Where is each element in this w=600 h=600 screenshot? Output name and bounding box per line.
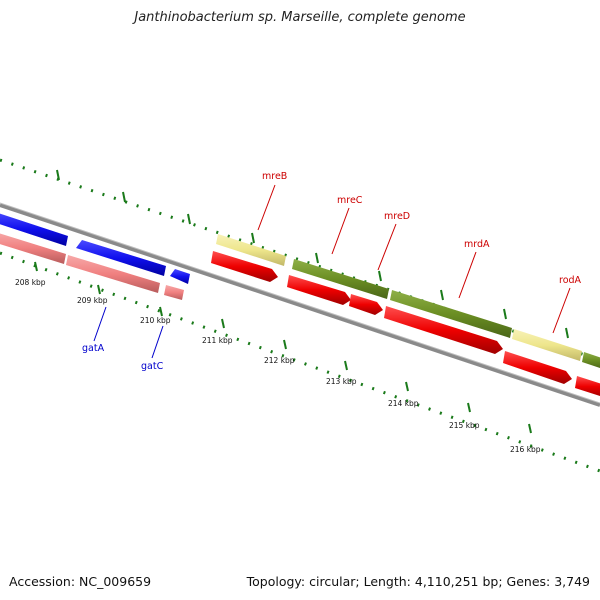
tick-label-214: 214 kbp xyxy=(388,399,419,408)
outer-major-tick xyxy=(503,308,507,320)
tick-label-209: 209 kbp xyxy=(77,296,108,305)
outer-major-tick xyxy=(251,232,255,244)
outer-major-tick xyxy=(378,270,382,282)
gene-label-gatC[interactable]: gatC xyxy=(141,361,164,372)
gene-red-reverse-1[interactable] xyxy=(211,251,278,282)
inner-major-tick xyxy=(97,284,101,295)
leader-gatA xyxy=(93,306,107,342)
reverse-strand-genes xyxy=(0,232,600,397)
inner-major-tick xyxy=(467,402,471,413)
gene-label-mreC[interactable]: mreC xyxy=(337,195,363,206)
gene-red-reverse-3[interactable] xyxy=(349,294,383,315)
inner-major-tick xyxy=(283,339,287,350)
tick-label-208: 208 kbp xyxy=(15,278,46,287)
outer-tick-track xyxy=(0,158,600,362)
inner-major-tick xyxy=(405,381,409,392)
leader-mreB xyxy=(257,184,276,231)
inner-major-tick xyxy=(159,306,163,317)
leader-mrdA xyxy=(458,251,477,299)
leader-mreC xyxy=(331,207,350,255)
gene-labels: mreB mreC mreD mrdA rodA gatA gatC xyxy=(82,171,582,372)
map-title: Janthinobacterium sp. Marseille, complet… xyxy=(134,10,466,25)
forward-strand-genes xyxy=(0,212,600,369)
leader-rodA xyxy=(552,287,571,334)
gene-pink-reverse-3[interactable] xyxy=(164,285,184,300)
genome-backbone-highlight xyxy=(0,202,600,404)
gene-gatC-arrow[interactable] xyxy=(170,269,190,284)
gene-mreC-body[interactable] xyxy=(292,259,389,299)
inner-major-ticks xyxy=(34,261,532,434)
outer-major-tick xyxy=(440,289,444,301)
gene-rodA-body[interactable] xyxy=(512,329,582,361)
outer-major-ticks xyxy=(56,169,569,339)
genome-summary-text: Topology: circular; Length: 4,110,251 bp… xyxy=(246,574,590,589)
tick-label-215: 215 kbp xyxy=(449,421,480,430)
leader-gatC xyxy=(151,325,164,359)
outer-major-tick xyxy=(565,327,569,339)
gene-blue-forward-1[interactable] xyxy=(0,212,68,246)
gene-mreB-body[interactable] xyxy=(216,234,286,266)
gene-label-mreD[interactable]: mreD xyxy=(384,211,410,222)
tick-label-213: 213 kbp xyxy=(326,377,357,386)
inner-major-tick xyxy=(528,423,532,434)
gene-leader-lines xyxy=(93,184,571,359)
gene-mrdA-body[interactable] xyxy=(390,290,512,338)
leader-mreD xyxy=(377,223,397,271)
tick-label-211: 211 kbp xyxy=(202,336,233,345)
gene-label-mrdA[interactable]: mrdA xyxy=(464,239,490,250)
outer-major-tick xyxy=(315,252,319,264)
tick-labels: 208 kbp 209 kbp 210 kbp 211 kbp 212 kbp … xyxy=(15,278,541,454)
inner-major-tick xyxy=(344,360,348,371)
inner-major-tick xyxy=(221,318,225,329)
gene-label-mreB[interactable]: mreB xyxy=(262,171,287,182)
inner-major-tick xyxy=(34,261,38,272)
gene-olive-edge[interactable] xyxy=(582,352,600,369)
tick-label-210: 210 kbp xyxy=(140,316,171,325)
outer-major-tick xyxy=(56,169,60,181)
tick-label-212: 212 kbp xyxy=(264,356,295,365)
gene-gatA-arrow[interactable] xyxy=(76,240,166,276)
gene-label-rodA[interactable]: rodA xyxy=(559,275,582,286)
genome-backbone xyxy=(0,203,600,407)
outer-major-tick xyxy=(187,213,191,225)
gene-red-reverse-2[interactable] xyxy=(287,275,351,305)
gene-red-reverse-4[interactable] xyxy=(384,306,503,354)
gene-pink-reverse-2[interactable] xyxy=(66,255,160,293)
gene-label-gatA[interactable]: gatA xyxy=(82,343,105,354)
gene-red-reverse-5[interactable] xyxy=(503,351,572,384)
inner-tick-track xyxy=(0,251,600,473)
accession-text: Accession: NC_009659 xyxy=(9,574,152,589)
gene-pink-reverse-1[interactable] xyxy=(0,232,66,264)
tick-label-216: 216 kbp xyxy=(510,445,541,454)
gene-red-reverse-6[interactable] xyxy=(575,376,600,397)
outer-major-tick xyxy=(122,191,126,203)
